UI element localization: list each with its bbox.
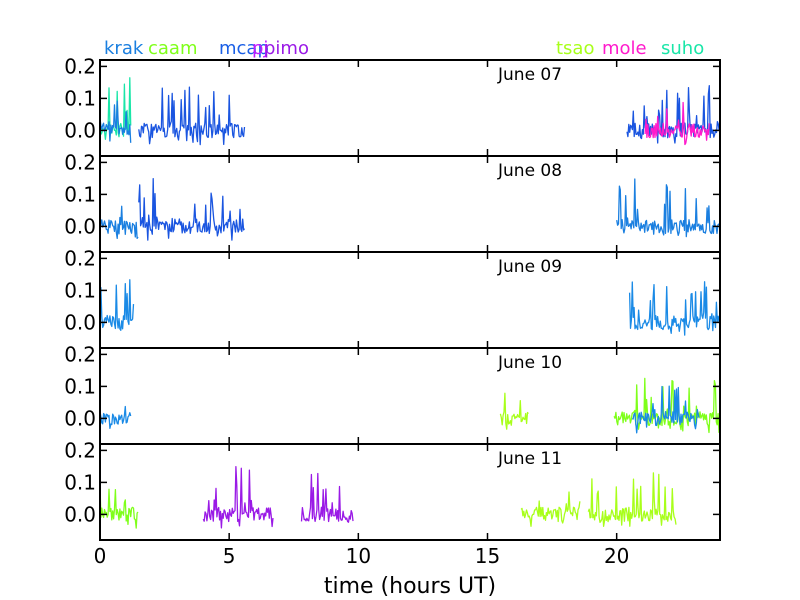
series-line-tsao <box>499 392 529 430</box>
panel-3: 0.0 0.1 0.2 June 09 <box>64 246 721 349</box>
panel-2: 0.0 0.1 0.2 June 08 <box>64 150 721 253</box>
series-line-tsao <box>520 491 581 527</box>
series-line-mcap <box>138 86 246 146</box>
series-line-pimo <box>202 465 274 529</box>
x-tick-label: 10 <box>346 544 371 568</box>
y-tick-label: 0.0 <box>64 214 96 238</box>
y-tick-label: 0.2 <box>64 246 96 270</box>
panel-title: June 07 <box>497 65 562 85</box>
y-tick-label: 0.0 <box>64 502 96 526</box>
legend-entry-tsao: tsao <box>556 38 594 59</box>
y-tick-label: 0.2 <box>64 342 96 366</box>
panel-4: 0.0 0.1 0.2 June 10 <box>64 342 721 445</box>
panel-title: June 08 <box>497 161 562 181</box>
x-tick-label: 5 <box>223 544 236 568</box>
y-tick-label: 0.1 <box>64 86 96 110</box>
panel-1: 0.0 0.1 0.2 June 07 <box>64 54 721 157</box>
legend-entry-pimo: pimo <box>264 38 309 59</box>
legend-entry-pj: pj <box>252 38 268 59</box>
y-tick-label: 0.2 <box>64 54 96 78</box>
series-line-mcap <box>626 85 720 144</box>
x-axis: 0 5 10 15 20 <box>94 544 630 568</box>
series-line-tsao <box>587 472 677 527</box>
series-line-mole <box>644 101 710 146</box>
y-tick-label: 0.1 <box>64 470 96 494</box>
panel-title: June 11 <box>497 449 562 469</box>
y-tick-label: 0.2 <box>64 150 96 174</box>
panel-title: June 09 <box>497 257 562 277</box>
panel-frame <box>99 251 721 349</box>
legend-entry-mole: mole <box>602 38 647 59</box>
y-tick-label: 0.1 <box>64 374 96 398</box>
series-line-caam <box>99 485 139 529</box>
series-line-krak <box>631 385 700 434</box>
y-tick-label: 0.1 <box>64 182 96 206</box>
series-line-mcap <box>138 177 246 241</box>
panel-frame <box>99 347 721 445</box>
legend-entry-mcap: mcap <box>219 38 269 59</box>
series-line-krak <box>616 178 721 238</box>
legend-entry-suho: suho <box>661 38 704 59</box>
panels: 0.00.10.2 June 070.00.10.2 June 080.00.10.… <box>64 54 721 541</box>
y-tick-label: 0.0 <box>64 310 96 334</box>
legend-entry-krak: krak <box>104 38 144 59</box>
series-line-krak <box>99 405 132 429</box>
y-tick-label: 0.0 <box>64 406 96 430</box>
series-line-krak <box>99 205 139 240</box>
series-line-krak <box>628 281 721 336</box>
y-tick-label: 0.2 <box>64 438 96 462</box>
series-line-suho <box>99 77 132 140</box>
panel-frame <box>99 155 721 253</box>
y-tick-label: 0.0 <box>64 118 96 142</box>
legend-entry-caam: caam <box>148 38 198 59</box>
y-tick-label: 0.1 <box>64 278 96 302</box>
x-axis-title: time (hours UT) <box>324 574 496 599</box>
panel-frame <box>99 443 721 541</box>
x-tick-label: 0 <box>94 544 107 568</box>
x-tick-label: 15 <box>475 544 500 568</box>
x-tick-label: 20 <box>604 544 629 568</box>
panel-5: 0.0 0.1 0.2 June 11 <box>64 438 721 541</box>
series-line-tsao <box>613 377 721 434</box>
series-line-pimo <box>300 472 354 523</box>
panel-title: June 10 <box>497 353 562 373</box>
series-line-krak <box>99 279 135 331</box>
